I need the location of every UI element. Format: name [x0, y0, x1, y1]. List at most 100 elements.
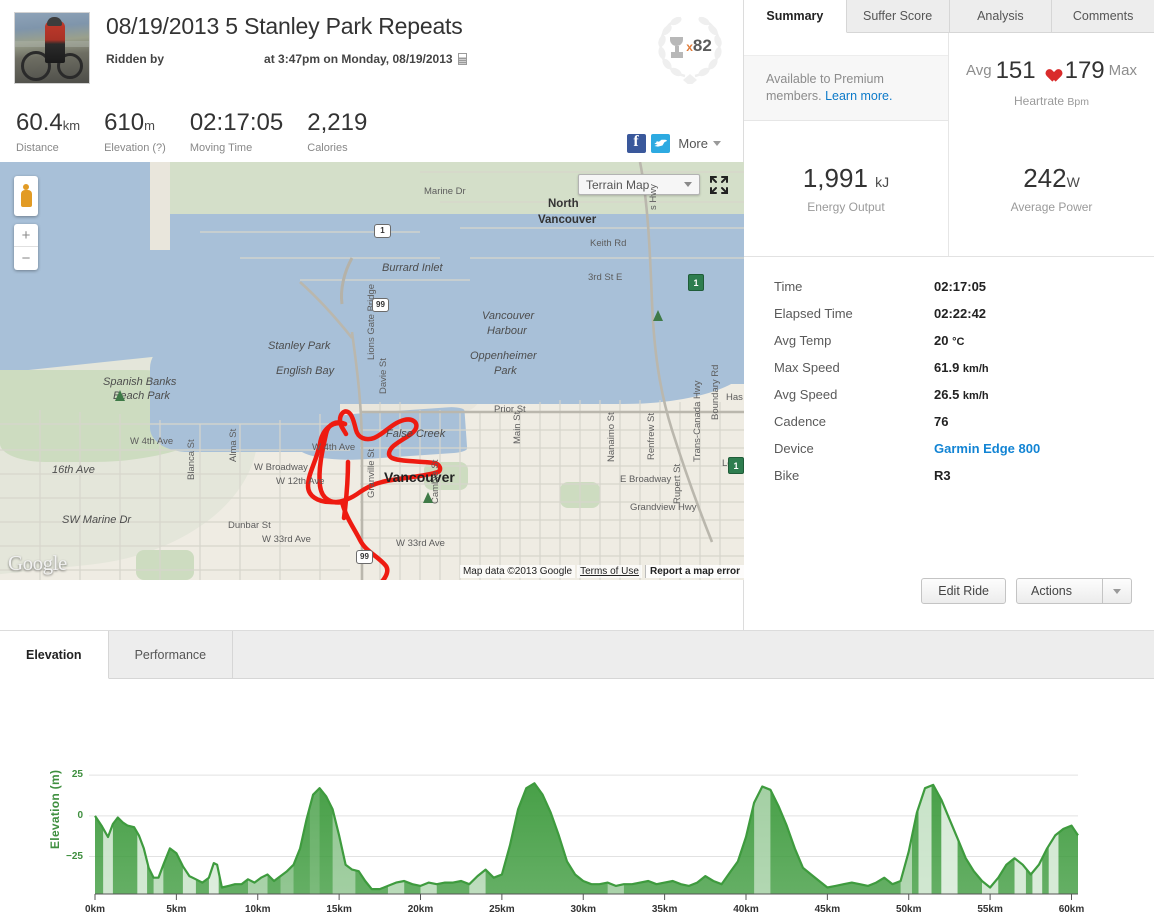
map-label: 16th Ave [52, 464, 95, 476]
top-section: 08/19/2013 5 Stanley Park Repeats Ridden… [0, 0, 1154, 630]
detail-value: 76 [934, 414, 949, 429]
map-label: W 33rd Ave [396, 538, 445, 549]
elevation-chart[interactable]: Elevation (m) 25 0 −25 0km 5km 10km 15km 20km 2… [0, 679, 1154, 922]
ridden-by-label: Ridden by [106, 52, 165, 66]
avatar-bike-wheel [21, 51, 51, 81]
avatar-helmet [47, 17, 62, 26]
route-line-stanley-park [305, 409, 443, 505]
highway-shield-99: 99 [356, 550, 373, 564]
map-label: W Broadway [254, 462, 308, 473]
hr-avg-value: 151 [995, 56, 1036, 84]
zoom-out-button[interactable]: − [21, 250, 31, 267]
facebook-icon[interactable] [627, 133, 647, 153]
highway-shield-trans-canada: 1 [728, 457, 744, 474]
tab-comments[interactable]: Comments [1052, 0, 1154, 32]
map-label-vertical: Rupert St [672, 463, 683, 504]
detail-value: 61.9 km/h [934, 360, 989, 375]
avatar[interactable] [14, 12, 90, 84]
avatar-bike-wheel [57, 53, 83, 79]
stat-label: Moving Time [189, 142, 253, 154]
map-label: Vancouver [482, 310, 535, 322]
zoom-in-button[interactable]: + [14, 224, 38, 247]
more-button[interactable]: More [678, 136, 708, 151]
detail-key: Bike [774, 468, 800, 483]
edit-ride-button[interactable]: Edit Ride [921, 578, 1006, 604]
terms-of-use-link[interactable]: Terms of Use [577, 565, 642, 578]
fullscreen-icon [710, 176, 728, 194]
map-label: North [548, 198, 579, 210]
map-roads-and-route [0, 162, 744, 580]
chart-x-tick-label: 50km [895, 904, 922, 915]
map-label: Vancouver [384, 469, 455, 485]
map-label: Vancouver [538, 214, 597, 226]
highway-shield-1: 1 [374, 224, 391, 238]
map-label-vertical: Nanaimo St [606, 412, 617, 462]
chart-gradient-band [1014, 783, 1026, 894]
detail-row: Bike R3 [774, 468, 1124, 483]
stat-value: 02:17:05 [189, 109, 284, 136]
avatar-rider [45, 21, 65, 63]
tab-suffer-score[interactable]: Suffer Score [846, 0, 950, 32]
pegman-icon [20, 184, 32, 208]
chevron-down-icon [1113, 588, 1121, 594]
trophy-badge: x82 [651, 8, 729, 84]
sidebar-actions: Edit Ride Actions [921, 578, 1132, 604]
learn-more-link[interactable]: Learn more. [825, 89, 893, 103]
chart-gradient-band [247, 783, 268, 894]
chart-gradient-band [607, 783, 624, 894]
map-label: Keith Rd [590, 238, 627, 249]
average-power-cell: 242W Average Power [949, 121, 1154, 256]
summary-left-column: Available to Premium members. Learn more… [744, 33, 949, 256]
map-label: Prior St [494, 404, 526, 415]
map-label: Dunbar St [228, 520, 271, 531]
map-label-vertical: s Hwy [648, 184, 659, 210]
twitter-icon[interactable] [651, 134, 671, 153]
detail-row: Device Garmin Edge 800 [774, 441, 1124, 456]
tab-label: Summary [766, 9, 824, 23]
tab-summary[interactable]: Summary [744, 0, 847, 33]
summary-right-column: Avg 151 179 Max Heartrate Bpm 242W [949, 33, 1154, 256]
activity-details-table: Time 02:17:05 Elapsed Time 02:22:42 Avg Temp… [744, 257, 1154, 483]
chevron-down-icon[interactable] [713, 141, 721, 146]
detail-row: Elapsed Time 02:22:42 [774, 306, 1124, 321]
elevation-line [94, 782, 1079, 891]
tab-performance[interactable]: Performance [109, 631, 234, 678]
stat-distance: 60.4km Distance [16, 110, 81, 155]
stat-unit: km [62, 118, 81, 133]
map-label-vertical: Granville St [366, 448, 377, 498]
map-label: Grandview Hwy [630, 502, 697, 513]
trophy-number: 82 [692, 36, 712, 55]
page-title: 08/19/2013 5 Stanley Park Repeats [106, 13, 463, 39]
tab-elevation[interactable]: Elevation [0, 631, 109, 679]
zoom-controls[interactable]: + − [14, 224, 38, 270]
route-map[interactable]: + − Terrain Map Google [0, 162, 744, 580]
detail-row: Cadence 76 [774, 414, 1124, 429]
chart-gradient-band [309, 783, 320, 894]
detail-key: Avg Speed [774, 387, 838, 402]
activity-left-column: 08/19/2013 5 Stanley Park Repeats Ridden… [0, 0, 744, 630]
map-label: Has [726, 392, 743, 403]
chart-gradient-band [1032, 783, 1043, 894]
map-label-vertical: Main St [512, 411, 523, 444]
actions-button[interactable]: Actions [1016, 578, 1103, 604]
energy-value: 1,991 [802, 163, 868, 193]
actions-dropdown-button[interactable] [1103, 578, 1132, 604]
park-tree-icon [423, 492, 433, 503]
chart-x-tick-label: 60km [1058, 904, 1085, 915]
map-label: Park [494, 365, 517, 377]
tab-analysis[interactable]: Analysis [949, 0, 1053, 32]
activity-datetime: at 3:47pm on Monday, 08/19/2013 [264, 52, 453, 66]
chart-gradient-band [387, 783, 405, 894]
map-label-vertical: Alma St [228, 428, 239, 462]
detail-value[interactable]: Garmin Edge 800 [934, 441, 1041, 456]
fullscreen-button[interactable] [708, 174, 730, 196]
detail-row: Time 02:17:05 [774, 279, 1124, 294]
chart-gradient-band [420, 783, 437, 894]
elevation-area [95, 783, 1078, 894]
map-type-selector[interactable]: Terrain Map [578, 174, 700, 195]
stat-unit: m [144, 118, 155, 133]
map-label-vertical: Blanca St [186, 439, 197, 480]
report-map-error-link[interactable]: Report a map error [644, 565, 744, 578]
summary-spacer [744, 33, 948, 55]
pegman-control[interactable] [14, 176, 38, 216]
